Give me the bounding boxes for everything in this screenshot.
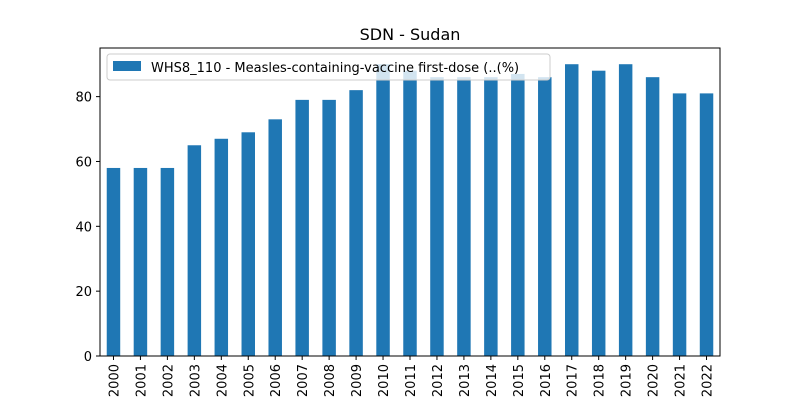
legend-box (106, 53, 551, 81)
x-tick-label: 2010 (377, 364, 392, 397)
bar-2015 (511, 73, 525, 357)
legend: WHS8_110 - Measles-containing-vaccine fi… (106, 53, 551, 81)
x-tick-label: 2014 (485, 364, 500, 397)
x-tick-label: 2008 (323, 364, 338, 397)
x-tick-label: 2011 (404, 364, 419, 397)
bar-2017 (565, 64, 579, 357)
legend-label: WHS8_110 - Measles-containing-vaccine fi… (151, 61, 519, 76)
axes-layer: 0 20 40 60 80 2000 2001 2002 2003 2004 2005 2006 200… (75, 47, 721, 397)
x-tick-label: 2015 (512, 364, 527, 397)
bar-2018 (591, 70, 606, 357)
bar-2005 (241, 132, 255, 356)
bar-2003 (187, 145, 202, 356)
bar-2004 (214, 138, 229, 356)
bar-2009 (349, 90, 363, 356)
x-tick-label: 2020 (647, 364, 662, 397)
bar-2021 (672, 93, 687, 357)
legend-swatch (113, 61, 141, 71)
bar-2012 (430, 77, 444, 356)
chart-title: SDN - Sudan (360, 25, 461, 44)
y-tick-label: 60 (75, 155, 92, 170)
x-tick-label: 2017 (566, 364, 581, 397)
bar-2016 (538, 77, 552, 356)
x-tick-label: 2022 (701, 364, 716, 397)
x-tick-label: 2002 (161, 364, 176, 397)
x-tick-label: 2012 (431, 364, 446, 397)
x-tick-label: 2005 (242, 364, 257, 397)
x-tick-label: 2021 (674, 364, 689, 397)
bar-2011 (403, 70, 417, 357)
bar-2013 (457, 77, 471, 356)
x-tick-label: 2000 (107, 364, 122, 397)
bar-2022 (699, 93, 714, 357)
y-tick-label: 80 (75, 91, 92, 106)
bar-2002 (160, 167, 175, 356)
x-tick-label: 2016 (539, 364, 554, 397)
x-tick-label: 2019 (620, 364, 635, 397)
x-tick-label: 2013 (458, 364, 473, 397)
y-tick-label: 0 (84, 350, 92, 365)
x-tick-label: 2009 (350, 364, 365, 397)
x-tick-label: 2001 (134, 364, 149, 397)
y-tick-label: 20 (75, 285, 92, 300)
x-tick-label: 2003 (188, 364, 203, 397)
bar-2001 (133, 167, 148, 356)
x-tick-label: 2018 (593, 364, 608, 397)
y-tick-label: 40 (75, 220, 92, 235)
bar-2006 (268, 119, 282, 356)
bar-2010 (376, 64, 390, 357)
x-tick-label: 2007 (296, 364, 311, 397)
bar-2008 (322, 99, 336, 356)
bar-2019 (618, 64, 633, 357)
bar-2020 (645, 77, 660, 356)
x-tick-label: 2006 (269, 364, 284, 397)
x-tick-label: 2004 (215, 364, 230, 397)
bar-2007 (295, 99, 309, 356)
bar-2014 (484, 77, 498, 356)
bars-layer (106, 64, 714, 357)
bar-2000 (106, 167, 121, 356)
